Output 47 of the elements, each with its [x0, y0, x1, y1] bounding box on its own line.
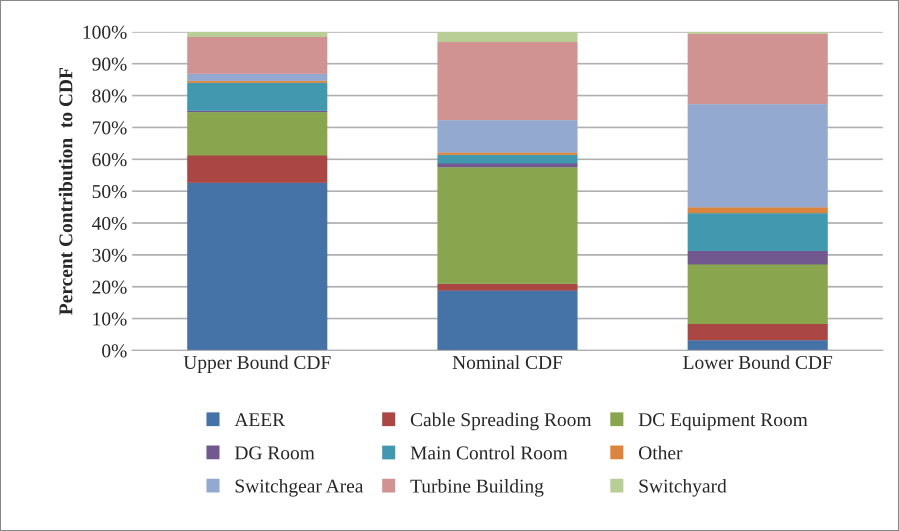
legend-label: DC Equipment Room: [638, 413, 808, 430]
bar: [688, 104, 828, 208]
bar: [437, 154, 578, 164]
legend-label: AEER: [234, 413, 286, 426]
legend-label: Turbine Building: [410, 478, 544, 497]
bar: [437, 32, 578, 42]
legend-label: Switchyard: [640, 478, 727, 497]
bar: [187, 112, 328, 156]
bar: [437, 42, 578, 120]
bar: [187, 82, 328, 111]
legend-label: Cable Spreading Room: [410, 412, 592, 430]
y-tick-label: 20%: [92, 280, 127, 294]
bar: [437, 284, 578, 291]
y-tick-label: 40%: [92, 216, 127, 230]
bar: [688, 213, 828, 252]
x-tick-label: Upper Bound CDF: [184, 355, 331, 373]
bar: [437, 167, 578, 284]
bar: [437, 120, 578, 153]
x-tick-label: Lower Bound CDF: [683, 355, 832, 370]
bar: [187, 36, 328, 74]
bar: [688, 207, 828, 214]
x-tick-label: Nominal CDF: [452, 355, 562, 370]
legend-label: Other: [639, 446, 682, 460]
y-tick-label: 0%: [102, 344, 127, 358]
y-tick-label: 90%: [92, 58, 127, 71]
legend-label: Main Control Room: [410, 446, 568, 460]
bar: [688, 324, 828, 340]
bar: [187, 155, 328, 183]
bar: [688, 34, 828, 104]
y-tick-label: 10%: [93, 312, 127, 326]
y-tick-label: 60%: [92, 153, 127, 166]
y-tick-label: 30%: [92, 248, 127, 262]
y-tick-label: 70%: [92, 121, 127, 134]
bar: [187, 74, 328, 81]
bar: [437, 290, 578, 350]
bar: [187, 32, 328, 37]
bar: [688, 340, 828, 350]
bar: [688, 264, 828, 324]
legend-label: DG Room: [234, 446, 315, 460]
y-axis-title: Percent Contribution to CDF: [58, 68, 72, 315]
y-tick-label: 80%: [92, 89, 127, 103]
y-tick-label: 50%: [92, 184, 127, 198]
bar: [187, 182, 328, 350]
y-tick-label: 100%: [84, 26, 127, 39]
bar: [437, 163, 578, 168]
legend-label: Switchgear Area: [236, 478, 364, 497]
bar: [688, 251, 828, 264]
